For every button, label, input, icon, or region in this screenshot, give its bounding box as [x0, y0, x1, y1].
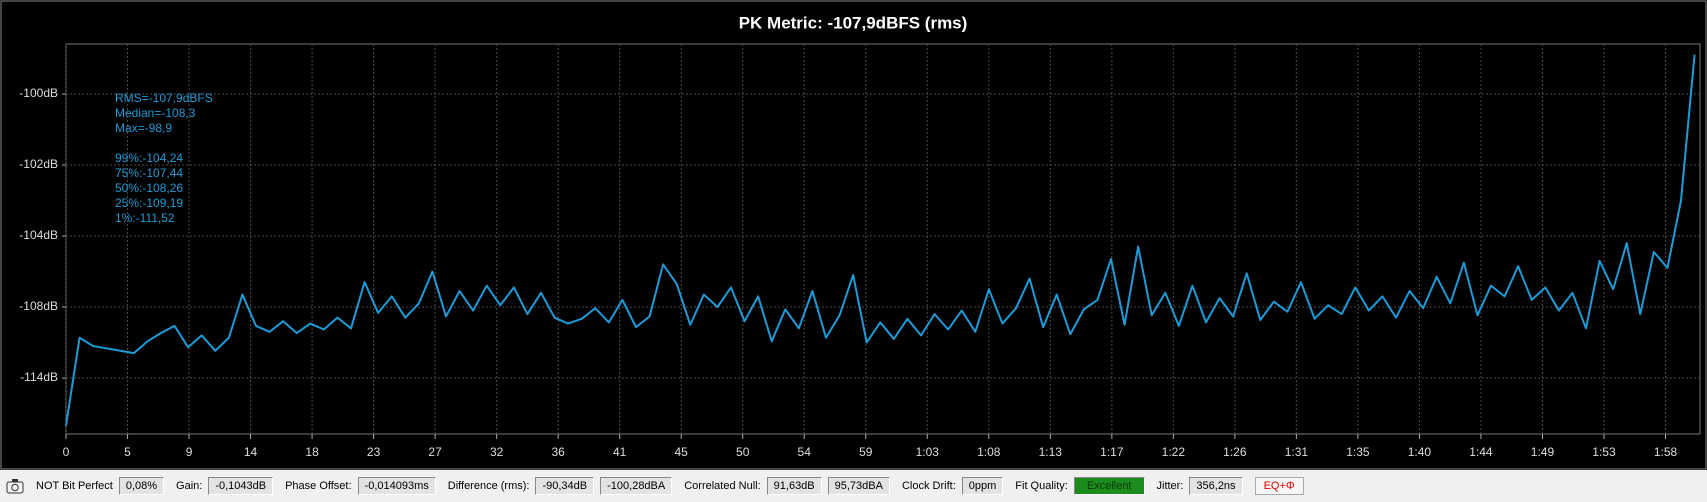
x-tick-label: 1:17: [1100, 445, 1124, 459]
status-value: 91,63dB: [766, 477, 822, 495]
x-tick-label: 1:49: [1531, 445, 1555, 459]
x-tick-label: 1:31: [1285, 445, 1309, 459]
plot-area: [65, 43, 1701, 435]
stats-text: 99%:-104,24: [115, 151, 183, 165]
status-value: 356,2ns: [1189, 477, 1243, 495]
stats-text: 1%:-111,52: [115, 211, 175, 225]
status-value: -0,014093ms: [357, 477, 436, 495]
stats-text: Max=-98,9: [115, 121, 172, 135]
x-tick-label: 50: [736, 445, 750, 459]
x-tick-label: 1:08: [977, 445, 1001, 459]
status-label: Difference (rms):: [447, 480, 530, 492]
status-value: 0,08%: [118, 477, 165, 495]
status-label: Phase Offset:: [285, 480, 352, 492]
x-tick-label: 1:53: [1592, 445, 1616, 459]
stats-text: 25%:-109,19: [115, 196, 183, 210]
status-value: 0ppm: [961, 477, 1004, 495]
x-tick-label: 23: [367, 445, 381, 459]
chart: PK Metric: -107,9dBFS (rms) -100dB -102dB…: [0, 0, 1707, 470]
x-tick-label: 1:58: [1654, 445, 1678, 459]
stats-text: 50%:-108,26: [115, 181, 183, 195]
stats-text: 75%:-107,44: [115, 166, 183, 180]
frame: [0, 0, 1707, 470]
x-tick-label: 1:44: [1469, 445, 1493, 459]
x-tick-label: 9: [186, 445, 193, 459]
y-tick-label: -114dB: [20, 370, 58, 384]
x-tick-label: 5: [124, 445, 131, 459]
status-value: Excellent: [1073, 477, 1145, 495]
status-label: Jitter:: [1156, 480, 1184, 492]
x-tick-label: 1:40: [1408, 445, 1432, 459]
x-tick-label: 14: [244, 445, 258, 459]
camera-icon[interactable]: [6, 478, 24, 494]
status-label: Fit Quality:: [1015, 480, 1068, 492]
x-tick-label: 41: [613, 445, 627, 459]
status-bar: NOT Bit Perfect 0,08% Gain: -0,1043dB Ph…: [0, 470, 1707, 502]
chart-title: PK Metric: -107,9dBFS (rms): [739, 13, 968, 32]
y-tick-label: -104dB: [19, 228, 58, 242]
stats-text: Median=-108,3: [115, 106, 196, 120]
x-tick-label: 1:13: [1039, 445, 1063, 459]
status-label: Correlated Null:: [684, 480, 761, 492]
x-tick-label: 1:03: [916, 445, 940, 459]
x-tick-label: 0: [63, 445, 70, 459]
y-tick-label: -100dB: [19, 86, 58, 100]
status-value: -0,1043dB: [208, 477, 274, 495]
status-label: Clock Drift:: [901, 480, 956, 492]
status-label: NOT Bit Perfect: [36, 480, 113, 492]
x-tick-label: 27: [428, 445, 442, 459]
x-tick-label: 36: [551, 445, 565, 459]
status-value: -100,28dBA: [600, 477, 673, 495]
status-label: Gain:: [176, 480, 203, 492]
x-tick-label: 1:26: [1223, 445, 1247, 459]
eq-button[interactable]: EQ+Φ: [1254, 477, 1304, 495]
data-line: [65, 54, 1696, 426]
x-tick-label: 45: [675, 445, 689, 459]
x-tick-label: 1:22: [1162, 445, 1186, 459]
x-tick-label: 54: [798, 445, 812, 459]
x-tick-label: 32: [490, 445, 504, 459]
status-value: -90,34dB: [535, 477, 595, 495]
x-tick-label: 59: [859, 445, 873, 459]
y-tick-label: -108dB: [19, 299, 58, 313]
status-value: 95,73dBA: [827, 477, 890, 495]
y-tick-label: -102dB: [19, 157, 58, 171]
stats-text: RMS=-107,9dBFS: [115, 91, 213, 105]
x-tick-label: 18: [305, 445, 319, 459]
x-tick-label: 1:35: [1346, 445, 1370, 459]
